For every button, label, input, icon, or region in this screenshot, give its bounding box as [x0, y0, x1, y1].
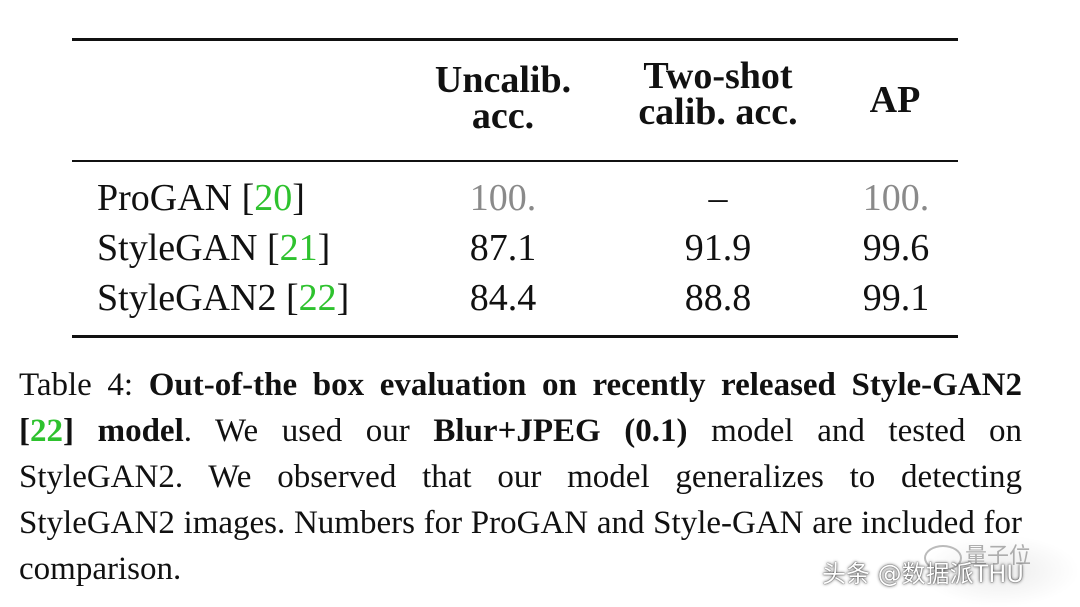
header-ap: AP [869, 79, 921, 121]
table-caption: Table 4: Out-of-the box evaluation on re… [19, 367, 1022, 587]
model-name: StyleGAN2 [22] [97, 277, 350, 319]
two-shot-acc-value: 88.8 [684, 277, 752, 319]
citation-link[interactable]: 22 [298, 277, 337, 319]
table-top-rule [72, 38, 958, 41]
table-bottom-rule [72, 335, 958, 338]
uncalib-acc-value: 84.4 [469, 277, 537, 319]
caption-title: Out-of-the box evaluation on recently re… [19, 367, 1022, 449]
citation-link[interactable]: 20 [254, 177, 293, 219]
two-shot-acc-value: – [708, 177, 728, 219]
ap-value: 99.1 [862, 277, 930, 319]
caption-model-name: Blur+JPEG (0.1) [433, 413, 688, 449]
two-shot-acc-value: 91.9 [684, 227, 752, 269]
model-name: ProGAN [20] [97, 177, 305, 219]
model-name: StyleGAN [21] [97, 227, 331, 269]
watermark-text: 头条 @数据派THU [822, 560, 1024, 588]
citation-link[interactable]: 21 [279, 227, 318, 269]
wechat-logo-icon [924, 545, 962, 571]
table-row: StyleGAN2 [22] 84.4 88.8 99.1 [0, 274, 1080, 322]
uncalib-acc-value: 87.1 [469, 227, 537, 269]
uncalib-acc-value: 100. [469, 177, 537, 219]
ap-value: 100. [862, 177, 930, 219]
ap-value: 99.6 [862, 227, 930, 269]
header-uncalib-acc: Uncalib. acc. [434, 59, 572, 137]
watermark-sub: 量子位 [965, 544, 1032, 569]
citation-link[interactable]: 22 [30, 413, 63, 449]
caption-label: Table 4: [19, 367, 149, 403]
table-row: ProGAN [20] 100. – 100. [0, 174, 1080, 222]
table-row: StyleGAN [21] 87.1 91.9 99.6 [0, 224, 1080, 272]
table-header-rule [72, 160, 958, 162]
header-two-shot-calib-acc: Two-shot calib. acc. [638, 55, 798, 133]
